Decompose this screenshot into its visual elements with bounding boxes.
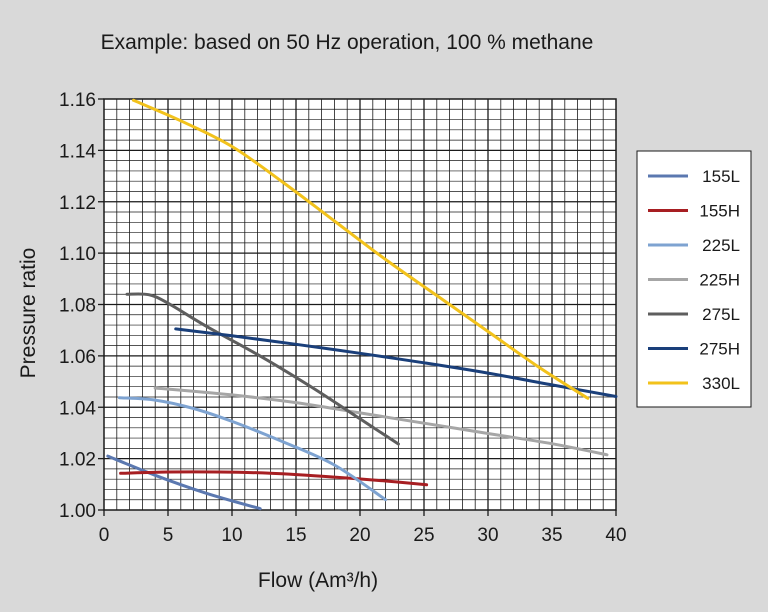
y-tick-label: 1.08 [59, 296, 96, 317]
x-tick-label: 0 [99, 525, 110, 546]
legend-label-330l: 330L [702, 374, 740, 393]
y-tick-label: 1.10 [59, 244, 96, 265]
x-tick-label: 10 [221, 525, 242, 546]
series-line-275h [174, 327, 618, 398]
series-line-225l [117, 396, 388, 502]
legend-label-225l: 225L [702, 236, 740, 255]
legend: 155L 155H 225L 225H 275L 275H 330L [636, 150, 752, 408]
legend-label-275h: 275H [699, 340, 740, 359]
x-tick-label: 15 [285, 525, 306, 546]
x-tick-label: 5 [163, 525, 174, 546]
x-axis-ticks: 0 5 10 15 20 25 30 35 40 [99, 510, 627, 546]
x-tick-label: 35 [541, 525, 562, 546]
x-axis-label: Flow (Am³/h) [258, 569, 378, 592]
x-tick-label: 20 [349, 525, 370, 546]
major-gridlines [104, 99, 616, 510]
series-line-225h [153, 386, 609, 457]
legend-label-155h: 155H [699, 202, 740, 221]
legend-label-275l: 275L [702, 305, 740, 324]
series-line-155h [119, 470, 429, 487]
chart-title: Example: based on 50 Hz operation, 100 %… [101, 31, 594, 54]
x-tick-label: 40 [605, 525, 626, 546]
series-lines [106, 98, 618, 511]
x-tick-label: 30 [477, 525, 498, 546]
y-tick-label: 1.16 [59, 90, 96, 111]
y-tick-label: 1.14 [59, 141, 96, 162]
series-line-275l [125, 292, 400, 446]
y-tick-label: 1.06 [59, 347, 96, 368]
y-tick-label: 1.12 [59, 193, 96, 214]
legend-label-155l: 155L [702, 167, 740, 186]
series-line-330l [131, 98, 590, 400]
y-tick-label: 1.02 [59, 450, 96, 471]
x-tick-label: 25 [413, 525, 434, 546]
y-tick-label: 1.04 [59, 398, 96, 419]
series-line-155l [106, 454, 262, 511]
y-axis-label: Pressure ratio [17, 248, 40, 379]
y-tick-label: 1.00 [59, 501, 96, 522]
legend-label-225h: 225H [699, 271, 740, 290]
y-axis-ticks: 1.00 1.02 1.04 1.06 1.08 1.10 1.12 1.14 1.16 [59, 90, 104, 522]
